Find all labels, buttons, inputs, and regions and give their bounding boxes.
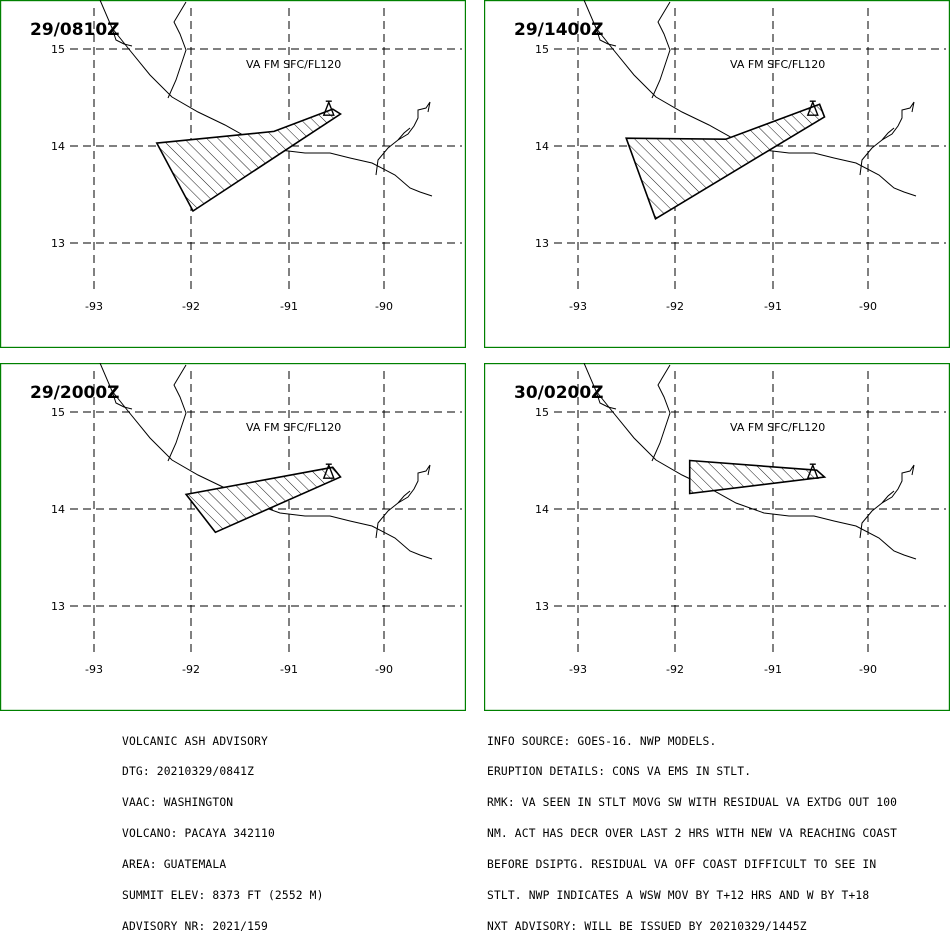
latitude-label: 15 [51,406,65,419]
longitude-label: -93 [85,663,103,676]
latitude-label: 15 [535,406,549,419]
advisory-line: AREA: GUATEMALA [122,858,227,872]
map-canvas: -93 -92 -91 -90 15 14 13 30/0200Z VA FM SFC/FL12… [484,363,950,711]
advisory-header-block: VOLCANIC ASH ADVISORY DTG: 20210329/0841… [122,716,324,943]
valid-time-label: 30/0200Z [514,383,604,403]
remarks-line: ERUPTION DETAILS: CONS VA EMS IN STLT. [487,765,752,779]
panel-border [484,363,950,711]
panel-border [484,0,950,348]
longitude-label: -92 [666,663,684,676]
country-border-east-detail [881,490,895,504]
volcano-triangle-icon [806,100,819,116]
advisory-line: DTG: 20210329/0841Z [122,765,255,779]
latitude-label: 13 [535,237,549,250]
map-canvas: -93 -92 -91 -90 15 14 13 29/2000Z VA FM SFC/FL12… [0,363,466,711]
map-canvas: -93 -92 -91 -90 15 14 13 29/0810Z VA FM SFC/FL12… [0,0,466,348]
panel-border [0,0,466,348]
ash-cloud-polygon [625,103,826,220]
latitude-label: 14 [51,140,65,153]
longitude-label: -91 [764,300,782,313]
country-border [167,364,187,462]
advisory-line: SUMMIT ELEV: 8373 FT (2552 M) [122,889,324,903]
flight-level-label: VA FM SFC/FL120 [730,421,825,434]
remarks-line: BEFORE DSIPTG. RESIDUAL VA OFF COAST DIF… [487,858,877,872]
longitude-label: -90 [375,300,393,313]
remarks-line: INFO SOURCE: GOES-16. NWP MODELS. [487,734,717,748]
latitude-label: 13 [535,600,549,613]
advisory-line: VAAC: WASHINGTON [122,796,234,810]
ash-cloud-polygon [155,108,342,213]
coastline-detail [595,390,617,410]
coastline [99,0,433,197]
coastline [583,0,917,197]
advisory-remarks-block: INFO SOURCE: GOES-16. NWP MODELS. ERUPTI… [487,716,897,943]
country-border-east [375,464,431,539]
country-border [651,364,671,462]
longitude-label: -91 [280,663,298,676]
flight-level-label: VA FM SFC/FL120 [246,58,341,71]
advisory-line: ADVISORY NR: 2021/159 [122,919,268,933]
map-panel-2: -93 -92 -91 -90 15 14 13 29/1400Z VA FM SFC/FL12… [484,0,950,348]
coastline-detail [595,27,617,47]
advisory-line: VOLCANO: PACAYA 342110 [122,827,275,841]
latitude-label: 15 [51,43,65,56]
latitude-label: 14 [535,140,549,153]
panel-border [0,363,466,711]
ash-cloud-polygon [688,459,827,495]
valid-time-label: 29/0810Z [30,20,120,40]
map-panel-1: -93 -92 -91 -90 15 14 13 29/0810Z VA FM SFC/FL12… [0,0,466,348]
longitude-label: -90 [859,300,877,313]
remarks-line: RMK: VA SEEN IN STLT MOVG SW WITH RESIDU… [487,796,898,810]
longitude-label: -91 [280,300,298,313]
country-border [651,1,671,99]
flight-level-label: VA FM SFC/FL120 [246,421,341,434]
longitude-label: -92 [666,300,684,313]
longitude-label: -93 [569,300,587,313]
longitude-label: -91 [764,663,782,676]
map-canvas: -93 -92 -91 -90 15 14 13 29/1400Z VA FM SFC/FL12… [484,0,950,348]
ash-cloud-polygon [184,466,342,534]
map-panel-3: -93 -92 -91 -90 15 14 13 29/2000Z VA FM SFC/FL12… [0,363,466,711]
longitude-label: -93 [85,300,103,313]
volcano-triangle-icon [322,100,335,116]
advisory-line: VOLCANIC ASH ADVISORY [122,734,268,748]
coastline-detail [111,390,133,410]
country-border [167,1,187,99]
country-border-east-detail [397,127,411,141]
latitude-label: 14 [51,503,65,516]
remarks-line: NM. ACT HAS DECR OVER LAST 2 HRS WITH NE… [487,827,898,841]
latitude-label: 13 [51,600,65,613]
latitude-label: 15 [535,43,549,56]
valid-time-label: 29/1400Z [514,20,604,40]
longitude-label: -93 [569,663,587,676]
latitude-label: 14 [535,503,549,516]
map-panel-4: -93 -92 -91 -90 15 14 13 30/0200Z VA FM SFC/FL12… [484,363,950,711]
flight-level-label: VA FM SFC/FL120 [730,58,825,71]
remarks-line: STLT. NWP INDICATES A WSW MOV BY T+12 HR… [487,889,870,903]
country-border-east [859,101,915,176]
volcano-triangle-icon [806,463,819,479]
country-border-east [859,464,915,539]
latitude-label: 13 [51,237,65,250]
country-border-east [375,101,431,176]
valid-time-label: 29/2000Z [30,383,120,403]
longitude-label: -92 [182,300,200,313]
longitude-label: -90 [859,663,877,676]
longitude-label: -92 [182,663,200,676]
longitude-label: -90 [375,663,393,676]
country-border-east-detail [397,490,411,504]
coastline-detail [111,27,133,47]
remarks-line: NXT ADVISORY: WILL BE ISSUED BY 20210329… [487,919,807,933]
volcano-triangle-icon [322,463,335,479]
coastline [583,363,917,560]
coastline [99,363,433,560]
country-border-east-detail [881,127,895,141]
